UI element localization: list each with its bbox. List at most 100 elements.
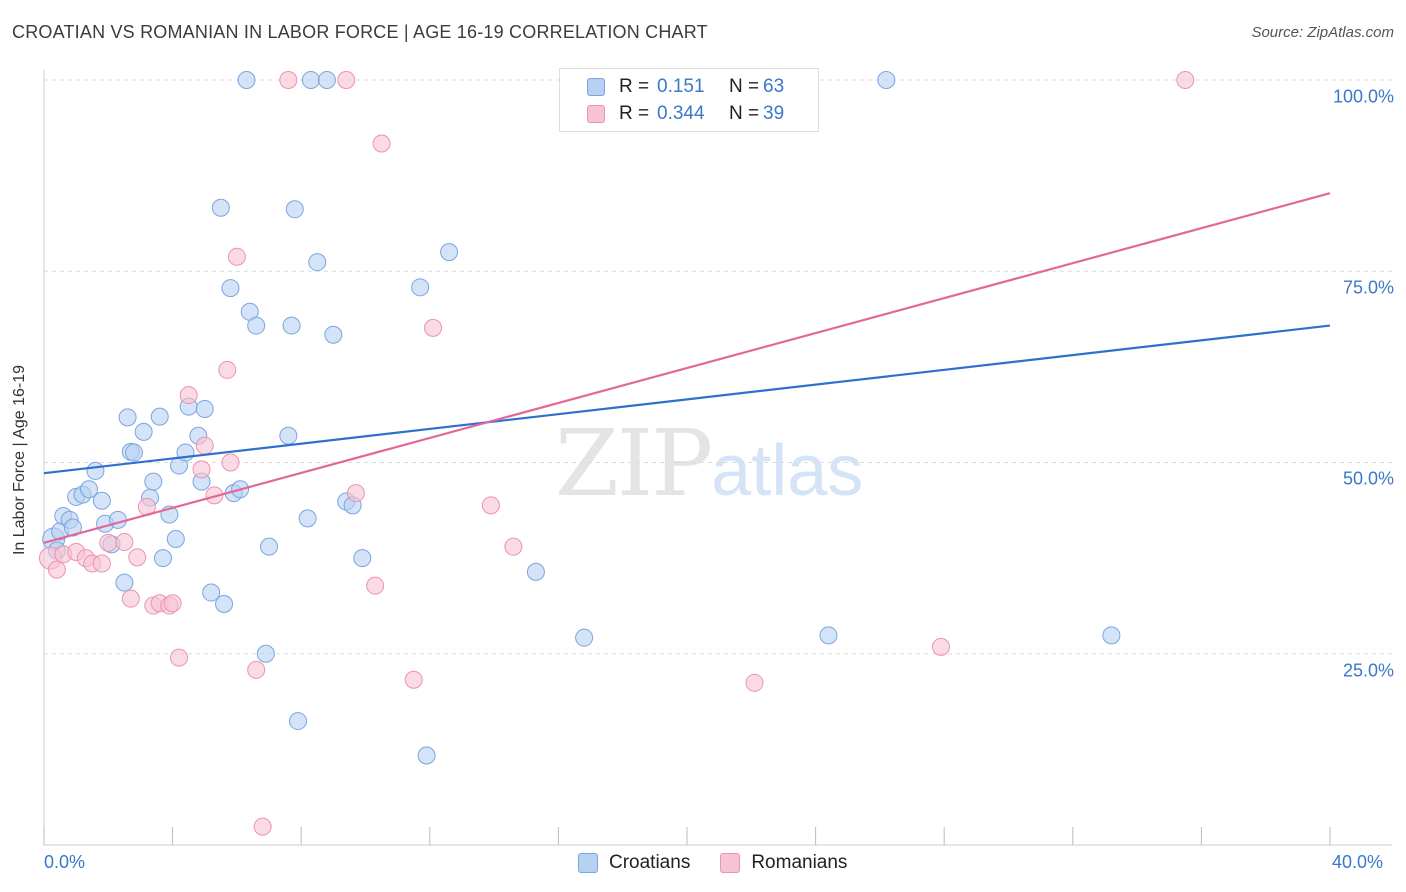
croatians-swatch-icon	[587, 78, 605, 96]
croatians-point	[526, 562, 545, 581]
croatians-point	[86, 461, 105, 480]
croatians-point	[301, 71, 320, 89]
legend-label-romanians: Romanians	[751, 852, 848, 873]
legend-n-value: 39	[763, 103, 785, 124]
croatians-point	[125, 443, 144, 462]
croatians-legend-icon	[578, 853, 598, 873]
romanians-point	[170, 648, 189, 667]
croatians-point	[256, 644, 275, 663]
croatians-point	[282, 316, 301, 335]
romanians-point	[372, 134, 391, 153]
legend-item-croatians[interactable]: Croatians	[578, 852, 690, 874]
series-legend: Croatians Romanians	[578, 852, 877, 874]
croatians-point	[308, 253, 327, 272]
romanians-point	[337, 71, 356, 89]
romanians-point	[253, 817, 272, 836]
croatians-point	[221, 279, 240, 298]
chart-source: Source: ZipAtlas.com	[1251, 24, 1394, 41]
romanians-point	[92, 554, 111, 573]
legend-item-romanians[interactable]: Romanians	[720, 852, 847, 874]
chart-title: CROATIAN VS ROMANIAN IN LABOR FORCE | AG…	[12, 22, 708, 42]
croatians-point	[298, 509, 317, 528]
romanians-point	[404, 670, 423, 689]
x-tick-label-max: 40.0%	[1332, 852, 1384, 872]
croatians-point	[1102, 626, 1121, 645]
romanians-point	[424, 318, 443, 337]
romanians-point	[195, 436, 214, 455]
romanians-point	[247, 660, 266, 679]
croatians-point	[324, 325, 343, 344]
croatians-point	[195, 399, 214, 418]
legend-r-value: 0.344	[657, 103, 705, 124]
legend-r-label: R =	[619, 103, 650, 124]
croatians-point	[80, 480, 99, 499]
romanians-point	[504, 537, 523, 556]
romanians-point	[218, 360, 237, 379]
legend-label-croatians: Croatians	[609, 852, 691, 873]
croatians-point	[115, 573, 134, 592]
croatians-point	[144, 472, 163, 491]
legend-n-label: N =	[729, 76, 760, 97]
croatians-point	[237, 71, 256, 89]
romanians-point	[99, 533, 118, 552]
croatians-point	[118, 408, 137, 427]
romanians-point	[115, 533, 134, 552]
romanians-legend-icon	[720, 853, 741, 873]
romanians-swatch-icon	[587, 105, 605, 123]
croatians-point	[150, 407, 169, 426]
croatians-point	[211, 198, 230, 217]
y-tick-label-100: 100.0%	[1332, 86, 1394, 107]
romanians-point	[179, 386, 198, 405]
y-tick-label-75: 75.0%	[1342, 277, 1394, 298]
croatians-point	[285, 200, 304, 219]
croatians-point	[215, 595, 234, 614]
romanians-point	[481, 496, 500, 515]
y-axis-label-wrap: In Labor Force | Age 16-19	[0, 0, 40, 892]
romanians-point	[192, 460, 211, 479]
croatians-point	[134, 422, 153, 441]
romanians-point	[279, 71, 298, 89]
romanians-point	[121, 589, 140, 608]
croatians-point	[317, 71, 336, 89]
croatians-point	[153, 549, 172, 568]
legend-n-value: 63	[763, 76, 785, 97]
y-axis-label: In Labor Force | Age 16-19	[11, 364, 28, 556]
croatians-point	[279, 426, 298, 445]
romanians-trend-line	[43, 192, 1331, 544]
croatians-point	[440, 243, 459, 262]
croatians-point	[288, 712, 307, 731]
croatians-point	[166, 530, 185, 548]
croatians-trend-line	[43, 324, 1331, 475]
legend-n-label: N =	[729, 103, 760, 124]
croatians-point	[575, 628, 594, 647]
croatians-point	[819, 626, 838, 645]
legend-r-value: 0.151	[657, 76, 705, 97]
romanians-point	[221, 453, 240, 472]
romanians-point	[1176, 71, 1195, 89]
romanians-point	[227, 247, 246, 266]
romanians-point	[745, 673, 764, 692]
y-tick-label-50: 50.0%	[1342, 468, 1394, 489]
romanians-point	[47, 560, 66, 579]
croatians-point	[353, 549, 372, 568]
legend-row-romanians: R = 0.344 N = 39	[560, 101, 784, 127]
stats-legend: R = 0.151 N = 63 R = 0.344 N = 39	[559, 68, 819, 132]
romanians-point	[163, 594, 182, 613]
romanians-point	[931, 637, 950, 656]
x-tick-label-min: 0.0%	[44, 852, 86, 872]
croatians-point	[260, 537, 279, 556]
croatians-point	[411, 278, 430, 297]
legend-row-croatians: R = 0.151 N = 63	[560, 74, 784, 100]
legend-r-label: R =	[619, 76, 650, 97]
croatians-point	[417, 746, 436, 765]
romanians-point	[366, 576, 385, 595]
romanians-point	[346, 484, 365, 503]
croatians-point	[247, 316, 266, 335]
y-tick-label-25: 25.0%	[1342, 660, 1394, 681]
watermark: ZIPatlas	[555, 410, 863, 517]
croatians-point	[92, 491, 111, 510]
croatians-point	[202, 583, 221, 602]
watermark-zip: ZIP	[555, 410, 713, 517]
watermark-atlas: atlas	[711, 431, 864, 511]
